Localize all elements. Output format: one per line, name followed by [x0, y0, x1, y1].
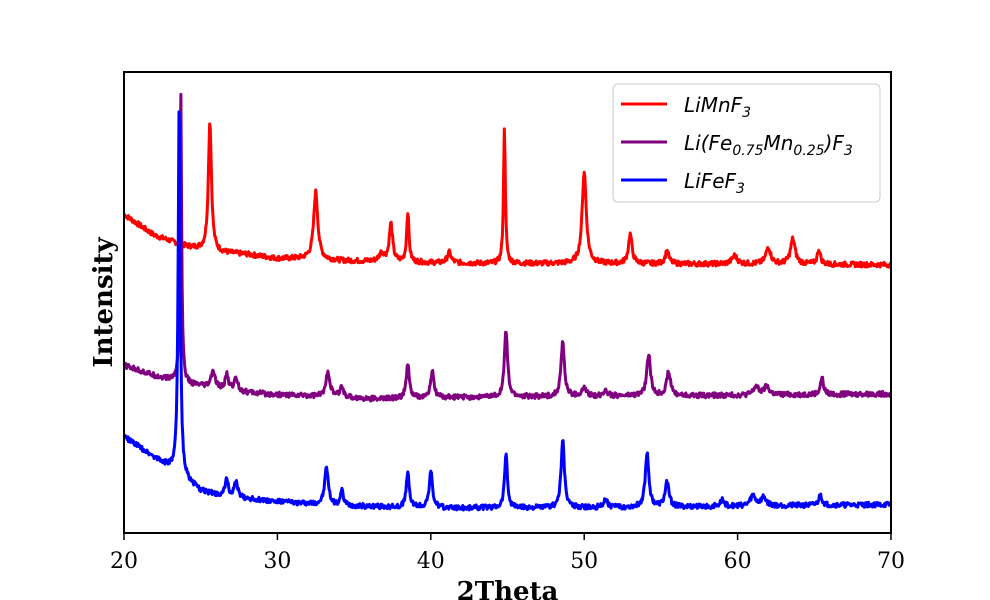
- x-tick-label: 70: [877, 549, 905, 574]
- x-tick-label: 60: [724, 549, 752, 574]
- x-ticks: 20 30 40 50 60 70: [110, 533, 905, 574]
- legend-entry: LiFeF3: [684, 169, 745, 197]
- series-layer: [122, 92, 893, 512]
- plot-frame: [123, 71, 892, 534]
- x-tick-label: 50: [570, 549, 598, 574]
- series-line-0: [123, 122, 892, 269]
- legend-box: [612, 83, 881, 203]
- series-line-1: [122, 92, 893, 403]
- legend-entry: LiMnF3: [684, 93, 751, 121]
- x-axis-label: 2Theta: [457, 577, 559, 600]
- x-tick-label: 40: [417, 549, 445, 574]
- legend: LiMnF3 Li(Fe0.75Mn0.25)F3 LiFeF3: [612, 83, 881, 203]
- x-tick-label: 20: [110, 549, 138, 574]
- series-line-2: [122, 110, 893, 512]
- legend-entry: Li(Fe0.75Mn0.25)F3: [684, 131, 853, 159]
- y-axis-label: Intensity: [89, 237, 119, 368]
- x-tick-label: 30: [263, 549, 291, 574]
